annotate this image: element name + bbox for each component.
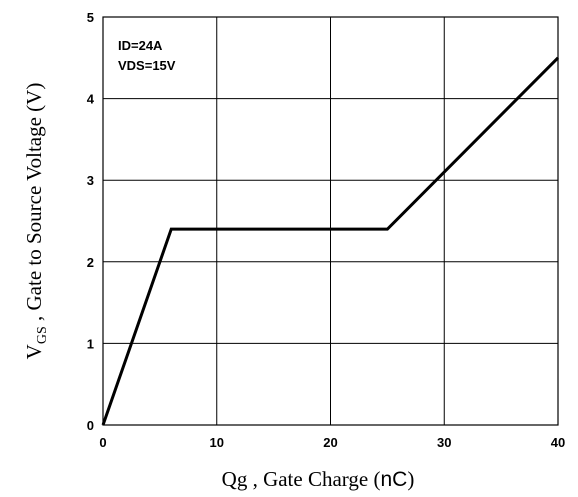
y-tick-label: 4 (87, 92, 95, 107)
annotation-voltage: VDS=15V (118, 58, 176, 73)
x-tick-label: 10 (210, 435, 224, 450)
y-tick-label: 5 (87, 10, 94, 25)
x-axis-title-unit: nC (380, 468, 407, 491)
y-tick-label: 3 (87, 173, 94, 188)
x-tick-label: 20 (323, 435, 337, 450)
x-axis-title-close: ) (407, 467, 414, 491)
x-tick-label: 40 (551, 435, 565, 450)
x-axis-title-main: Qg , Gate Charge ( (222, 467, 381, 491)
annotation-current: ID=24A (118, 38, 163, 53)
y-tick-label: 0 (87, 418, 94, 433)
series-line-0 (101, 56, 560, 426)
series-layer (101, 56, 560, 426)
x-tick-label: 0 (99, 435, 106, 450)
y-axis-title-rest: , Gate to Source Voltage (V) (22, 83, 46, 327)
y-axis-title-symbol: V (22, 344, 46, 359)
y-axis-title: VGS , Gate to Source Voltage (V) (22, 83, 50, 360)
tick-labels: 0 10 20 30 40 0 1 2 3 4 5 (87, 10, 565, 450)
plot-frame (102, 16, 559, 426)
grid (103, 17, 558, 425)
y-axis-title-subscript: GS (35, 326, 50, 344)
x-tick-label: 30 (437, 435, 451, 450)
y-tick-label: 2 (87, 255, 94, 270)
x-axis-title: Qg , Gate Charge (nC) (222, 467, 415, 491)
y-tick-label: 1 (87, 336, 94, 351)
